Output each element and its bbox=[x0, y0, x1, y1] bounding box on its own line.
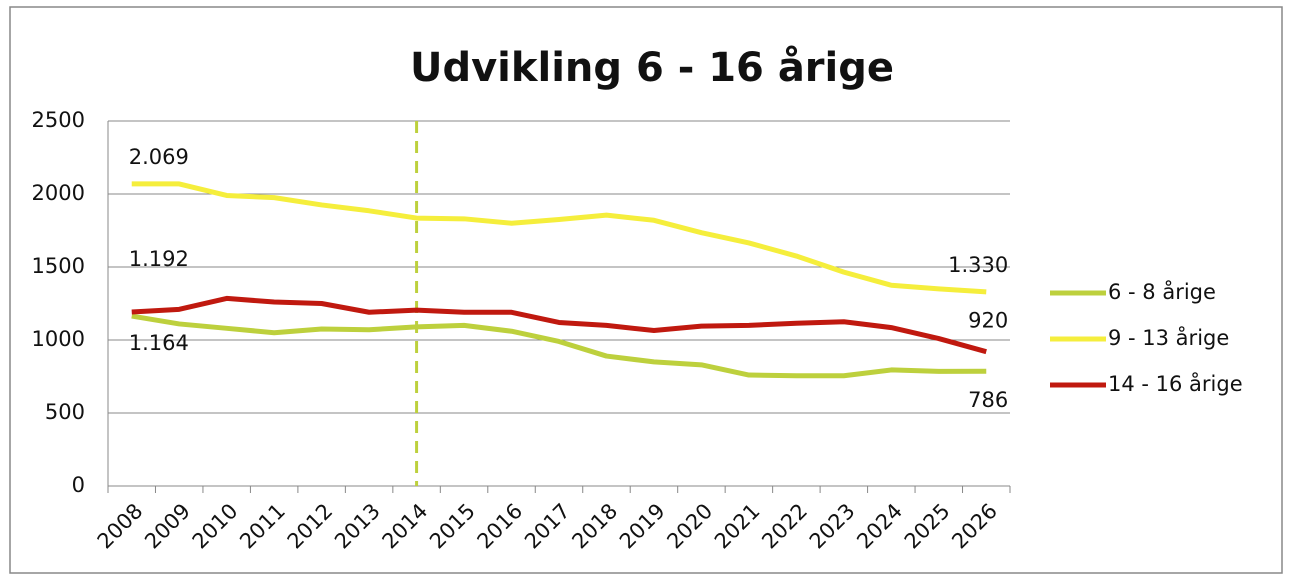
y-tick-label: 1500 bbox=[32, 254, 85, 278]
y-tick-label: 500 bbox=[45, 400, 85, 424]
legend-label: 14 - 16 årige bbox=[1108, 371, 1243, 396]
series-line bbox=[131, 181, 987, 295]
data-label: 920 bbox=[968, 309, 1008, 333]
y-tick-label: 2500 bbox=[32, 108, 85, 132]
y-tick-label: 1000 bbox=[32, 327, 85, 351]
legend-label: 9 - 13 årige bbox=[1108, 325, 1229, 350]
series-line bbox=[131, 313, 987, 379]
y-tick-label: 2000 bbox=[32, 181, 85, 205]
data-label: 1.164 bbox=[129, 331, 189, 355]
chart-frame bbox=[9, 6, 1283, 574]
chart-title: Udvikling 6 - 16 årige bbox=[410, 44, 894, 91]
data-label: 786 bbox=[968, 388, 1008, 412]
data-label: 1.192 bbox=[129, 247, 189, 271]
legend-label: 6 - 8 årige bbox=[1108, 279, 1216, 304]
data-label: 1.330 bbox=[948, 253, 1008, 277]
y-tick-label: 0 bbox=[72, 473, 85, 497]
data-label: 2.069 bbox=[129, 145, 189, 169]
series-line bbox=[131, 295, 987, 355]
